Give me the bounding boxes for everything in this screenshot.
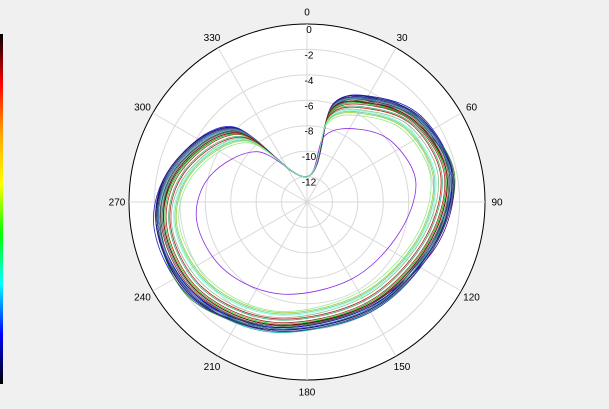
series-line [174,110,436,315]
radial-tick-label: -2 [305,50,314,61]
series-line [173,109,437,316]
grid-spoke [217,201,308,357]
grid-spoke [217,47,308,203]
angle-tick-label: 0 [304,8,310,19]
series-line [156,96,455,332]
series-line [155,95,453,331]
series-line [175,112,435,314]
series-line [170,108,439,319]
angle-tick-label: 240 [134,293,151,304]
colorbar-strip [0,34,3,384]
angle-tick-label: 90 [491,198,503,209]
angle-tick-label: 120 [463,293,480,304]
grid-spoke [306,201,462,292]
angle-tick-label: 300 [134,103,151,114]
series-line [165,103,446,324]
radial-labels: 0 -2 -4 -6 -8 -10 -12 [302,25,317,189]
series-line [178,114,432,312]
radial-tick-label: -10 [302,152,317,163]
angle-tick-label: 270 [109,198,126,209]
series-line [169,106,442,320]
radial-tick-label: -6 [305,101,314,112]
series-line [157,98,452,330]
angle-tick-label: 30 [396,33,408,44]
series-line [163,100,448,326]
angle-tick-label: 330 [204,33,221,44]
angle-tick-label: 60 [466,103,478,114]
series-line [195,128,417,295]
angle-tick-label: 180 [299,388,316,399]
series-line [159,98,451,327]
series-layer [153,94,456,333]
angle-tick-label: 150 [394,362,411,373]
radial-tick-label: 0 [306,25,312,36]
angle-tick-label: 210 [204,362,221,373]
grid-spoke [306,47,397,203]
grid-spoke [152,112,308,203]
radial-tick-label: -12 [302,178,317,189]
radial-tick-label: -8 [305,127,314,138]
series-line [168,105,443,321]
series-line [164,102,447,325]
grid-spoke [306,112,462,203]
angle-labels: 0 30 60 90 120 150 180 210 240 270 300 330 [109,8,503,399]
radial-tick-label: -4 [305,76,314,87]
